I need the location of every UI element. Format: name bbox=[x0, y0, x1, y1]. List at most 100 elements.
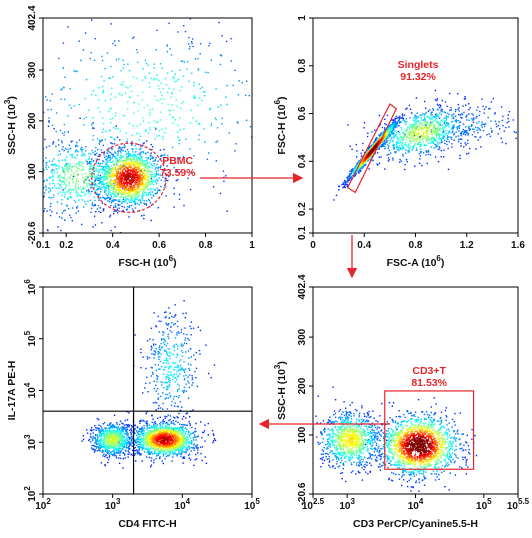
data-point bbox=[73, 199, 76, 202]
data-point bbox=[414, 130, 417, 132]
data-point bbox=[171, 104, 173, 106]
data-point bbox=[142, 172, 145, 174]
data-point bbox=[405, 108, 407, 110]
data-point bbox=[463, 146, 465, 148]
data-point bbox=[402, 139, 404, 141]
data-point bbox=[478, 127, 480, 130]
data-point bbox=[397, 148, 399, 151]
data-point bbox=[144, 77, 147, 79]
data-point bbox=[396, 132, 398, 134]
data-point bbox=[369, 145, 371, 148]
data-point bbox=[118, 58, 120, 60]
data-point bbox=[101, 172, 103, 174]
data-point bbox=[106, 152, 108, 154]
data-point bbox=[124, 169, 126, 171]
data-point bbox=[134, 201, 136, 203]
data-point bbox=[46, 168, 48, 171]
data-point bbox=[346, 177, 349, 179]
data-point bbox=[51, 210, 53, 213]
data-point bbox=[78, 163, 80, 166]
data-point bbox=[105, 190, 107, 192]
data-point bbox=[415, 118, 417, 121]
data-point bbox=[85, 180, 87, 182]
data-point bbox=[108, 190, 110, 192]
data-point bbox=[89, 164, 91, 167]
data-point bbox=[482, 123, 485, 125]
data-point bbox=[109, 198, 111, 201]
data-point bbox=[357, 171, 359, 173]
data-point bbox=[99, 197, 101, 199]
data-point bbox=[108, 147, 111, 149]
data-point bbox=[103, 184, 105, 186]
data-point bbox=[115, 184, 118, 186]
data-point bbox=[131, 134, 133, 137]
data-point bbox=[113, 196, 115, 198]
data-point bbox=[151, 146, 154, 148]
data-point bbox=[118, 200, 120, 202]
data-point bbox=[400, 141, 402, 143]
data-point bbox=[120, 69, 122, 72]
data-point bbox=[69, 176, 71, 178]
data-point bbox=[155, 99, 157, 101]
data-point bbox=[404, 133, 406, 135]
data-point bbox=[76, 70, 78, 72]
data-point bbox=[99, 180, 101, 182]
data-point bbox=[103, 186, 105, 189]
data-point bbox=[133, 177, 136, 180]
data-point bbox=[188, 36, 190, 39]
data-point bbox=[139, 186, 141, 188]
data-point bbox=[114, 128, 117, 130]
data-point bbox=[76, 174, 78, 176]
data-point bbox=[358, 161, 361, 163]
data-point bbox=[437, 141, 439, 143]
data-point bbox=[423, 135, 425, 137]
data-point bbox=[343, 186, 345, 188]
data-point bbox=[434, 138, 437, 140]
data-point bbox=[134, 145, 137, 147]
data-point bbox=[137, 185, 139, 187]
data-point bbox=[108, 200, 111, 203]
data-point bbox=[76, 166, 78, 169]
data-point bbox=[138, 191, 140, 193]
data-point bbox=[124, 191, 126, 193]
data-point bbox=[150, 154, 152, 156]
data-point bbox=[210, 124, 213, 127]
data-point bbox=[449, 130, 451, 132]
data-point bbox=[407, 150, 409, 152]
data-point bbox=[156, 78, 158, 80]
data-point bbox=[150, 174, 153, 176]
data-point bbox=[120, 191, 123, 193]
data-point bbox=[116, 171, 119, 173]
data-point bbox=[103, 80, 105, 82]
data-point bbox=[70, 107, 73, 109]
data-point bbox=[124, 199, 126, 201]
data-point bbox=[130, 170, 132, 172]
data-point bbox=[417, 129, 420, 131]
data-point bbox=[142, 192, 144, 195]
data-point bbox=[49, 214, 52, 217]
data-point bbox=[127, 167, 129, 169]
data-point bbox=[179, 129, 181, 131]
data-point bbox=[99, 168, 101, 171]
data-point bbox=[399, 158, 401, 161]
data-point bbox=[427, 153, 430, 156]
data-point bbox=[129, 199, 132, 201]
data-point bbox=[350, 169, 353, 171]
data-point bbox=[144, 203, 146, 205]
data-point bbox=[59, 185, 61, 187]
data-point bbox=[50, 170, 52, 172]
data-point bbox=[89, 161, 91, 163]
data-point bbox=[98, 210, 100, 213]
data-point bbox=[49, 100, 51, 102]
data-point bbox=[396, 123, 398, 125]
data-point bbox=[440, 108, 443, 110]
data-point bbox=[218, 21, 220, 24]
data-point bbox=[113, 126, 115, 129]
data-point bbox=[141, 215, 143, 217]
data-point bbox=[136, 132, 138, 134]
data-point bbox=[433, 119, 436, 122]
data-point bbox=[64, 76, 66, 78]
data-point bbox=[430, 121, 432, 124]
data-point bbox=[210, 123, 213, 125]
data-point bbox=[159, 174, 161, 176]
